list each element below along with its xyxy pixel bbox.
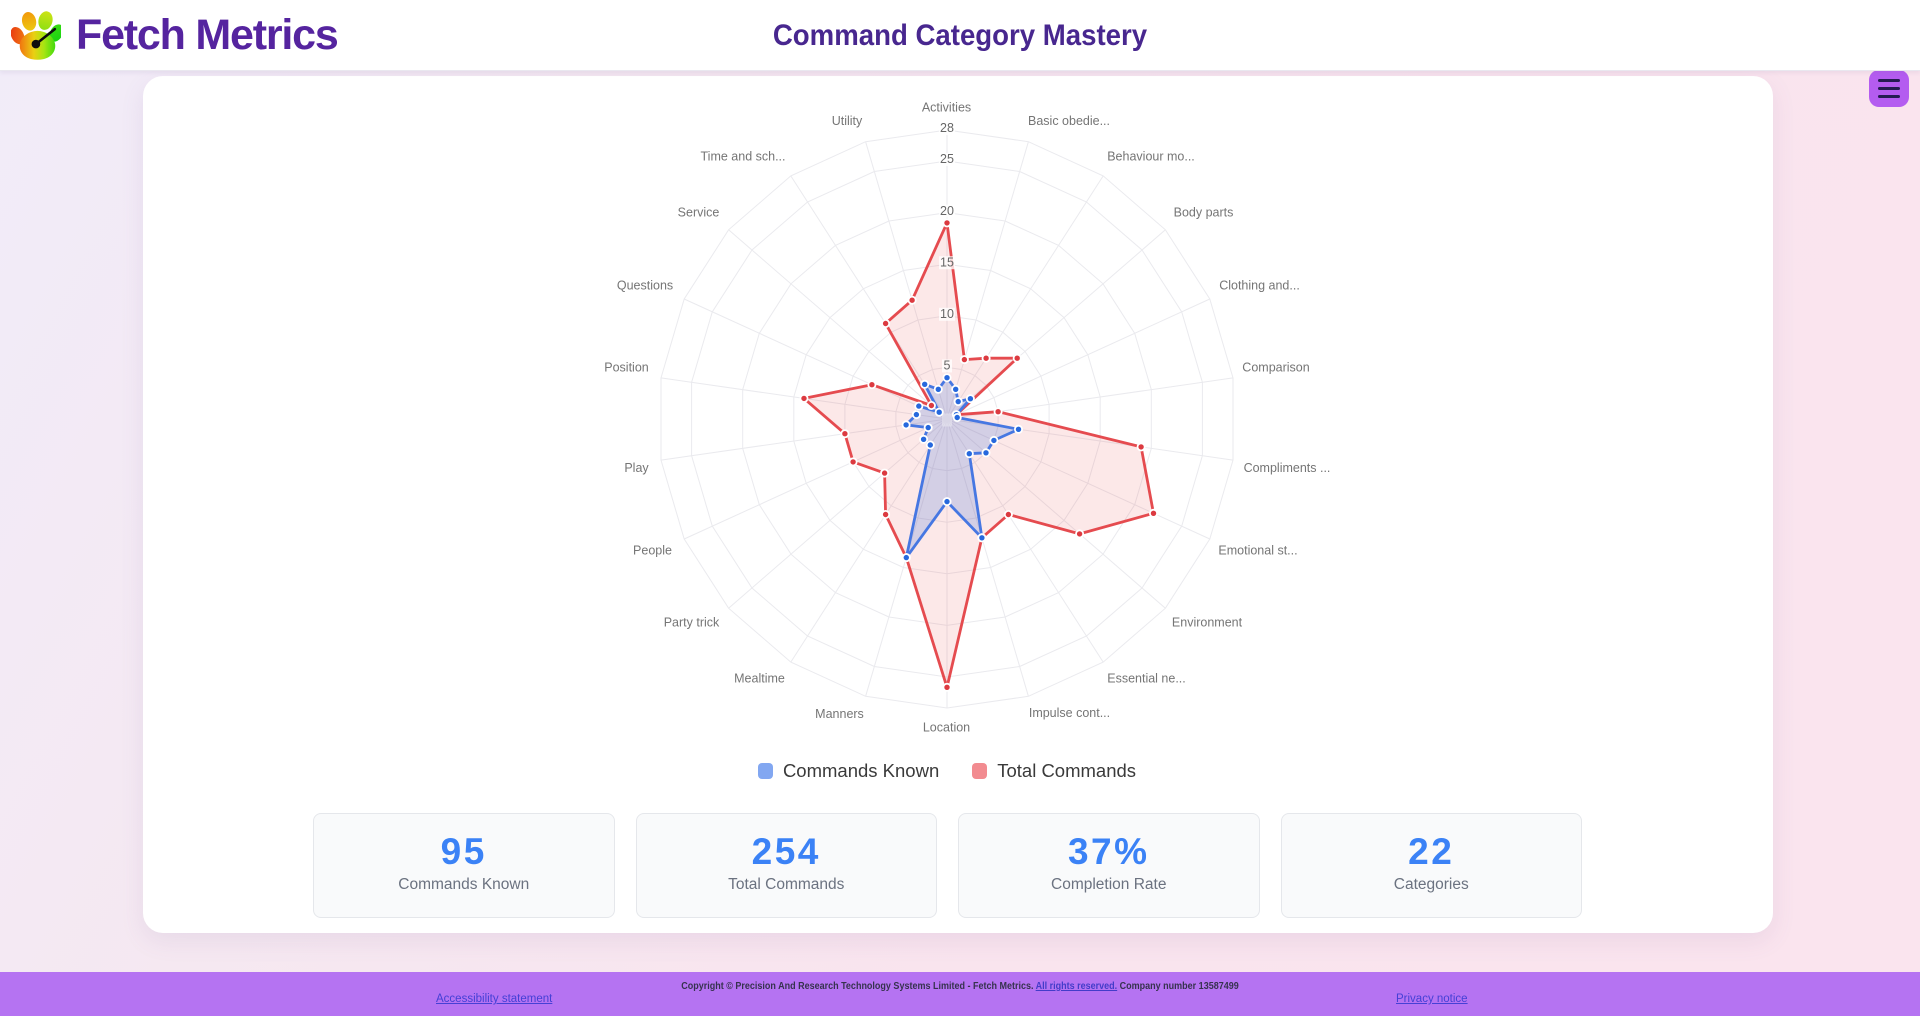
svg-text:28: 28	[940, 121, 954, 135]
svg-text:Basic obedie...: Basic obedie...	[1028, 114, 1110, 128]
svg-text:Emotional st...: Emotional st...	[1218, 543, 1297, 557]
svg-text:Service: Service	[678, 205, 720, 219]
svg-text:Play: Play	[624, 461, 649, 475]
svg-text:Activities: Activities	[922, 101, 971, 115]
svg-text:Essential ne...: Essential ne...	[1107, 671, 1186, 685]
svg-text:Clothing and...: Clothing and...	[1219, 278, 1300, 292]
svg-text:Location: Location	[923, 720, 970, 734]
svg-text:Questions: Questions	[617, 278, 673, 292]
svg-text:Body parts: Body parts	[1174, 205, 1234, 219]
svg-text:Utility: Utility	[832, 114, 863, 128]
svg-text:People: People	[633, 543, 672, 557]
svg-text:Behaviour mo...: Behaviour mo...	[1107, 149, 1195, 163]
svg-text:Comparison: Comparison	[1242, 360, 1309, 374]
svg-text:25: 25	[940, 152, 954, 166]
svg-text:5: 5	[944, 359, 951, 373]
svg-text:15: 15	[940, 255, 954, 269]
svg-text:Mealtime: Mealtime	[734, 671, 785, 685]
svg-text:Party trick: Party trick	[664, 615, 720, 629]
svg-text:10: 10	[940, 307, 954, 321]
svg-text:Position: Position	[604, 360, 649, 374]
svg-text:Impulse cont...: Impulse cont...	[1029, 706, 1110, 720]
svg-text:Time and sch...: Time and sch...	[701, 149, 786, 163]
svg-text:Manners: Manners	[815, 707, 864, 721]
svg-text:Environment: Environment	[1172, 615, 1243, 629]
svg-text:Compliments ...: Compliments ...	[1244, 461, 1331, 475]
svg-text:20: 20	[940, 204, 954, 218]
